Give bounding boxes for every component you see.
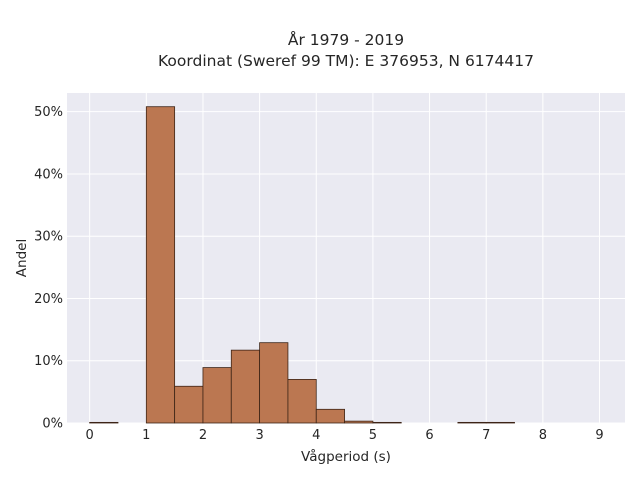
x-tick-label: 8 — [539, 428, 547, 443]
x-tick-label: 9 — [595, 428, 603, 443]
y-tick-label: 50% — [34, 105, 63, 120]
y-tick-label: 10% — [34, 354, 63, 369]
histogram-bar — [230, 349, 261, 424]
histogram-bar — [145, 106, 176, 424]
histogram-bar — [259, 342, 289, 424]
histogram-bar — [174, 385, 204, 424]
y-tick-label: 40% — [34, 167, 63, 182]
histogram-bar — [457, 421, 487, 424]
y-tick-label: 0% — [42, 417, 63, 432]
histogram-bar — [344, 420, 374, 424]
y-tick-label: 20% — [34, 292, 63, 307]
histogram-bar — [287, 379, 317, 424]
x-tick-label: 4 — [312, 428, 320, 443]
x-axis-label: Vågperiod (s) — [301, 448, 391, 465]
histogram-bar — [485, 421, 515, 424]
chart-subtitle: Koordinat (Sweref 99 TM): E 376953, N 61… — [158, 52, 534, 70]
histogram-bar — [89, 421, 119, 424]
histogram-bar — [315, 408, 345, 424]
x-tick-label: 3 — [255, 428, 263, 443]
histogram-bar — [202, 367, 232, 424]
x-tick-label: 7 — [482, 428, 490, 443]
y-tick-label: 30% — [34, 230, 63, 245]
x-tick-label: 6 — [425, 428, 433, 443]
chart-title: År 1979 - 2019 — [288, 30, 404, 49]
x-tick-label: 2 — [199, 428, 207, 443]
x-tick-label: 0 — [86, 428, 94, 443]
x-tick-label: 1 — [142, 428, 150, 443]
y-axis-label: Andel — [14, 239, 30, 277]
x-tick-label: 5 — [369, 428, 377, 443]
plot-area: 0 1 2 3 4 5 6 7 8 9 0% 10% 20% 30% 40% 50% — [34, 93, 625, 443]
histogram-bar — [372, 421, 402, 424]
